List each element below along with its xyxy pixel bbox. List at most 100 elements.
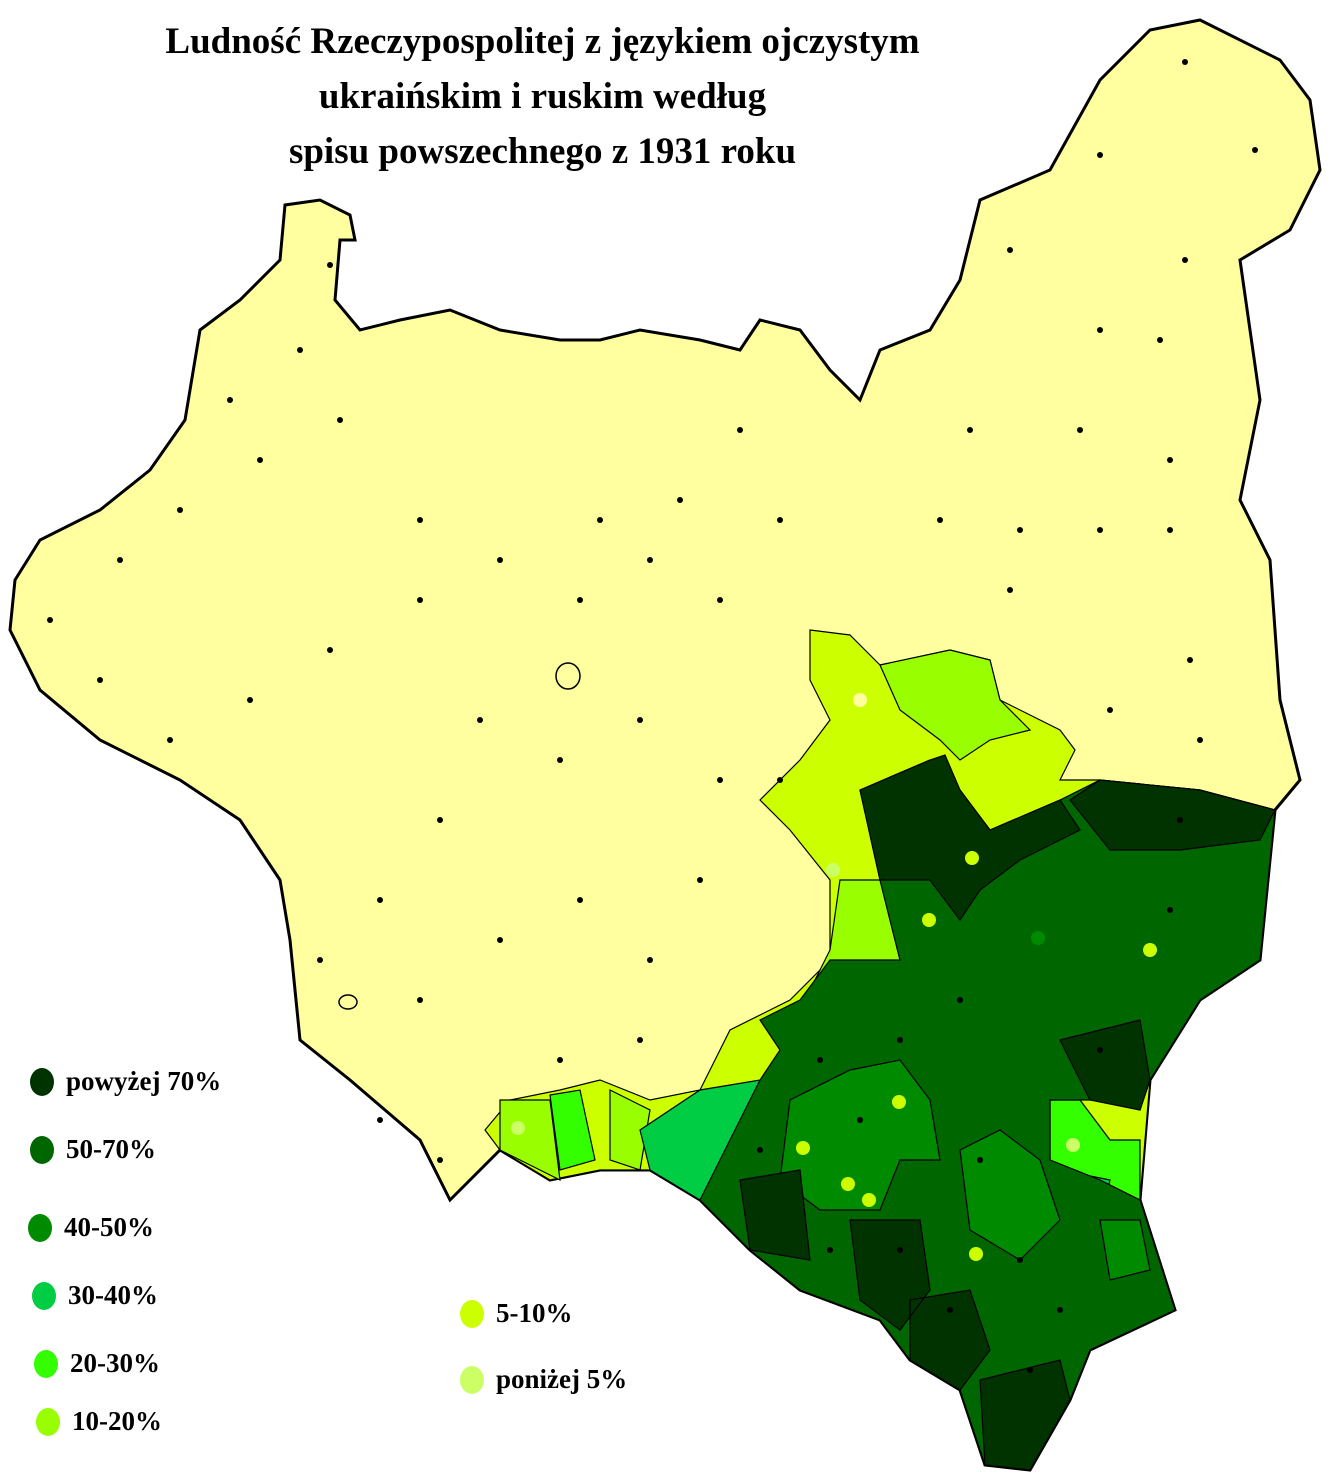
district-seat-dot	[717, 777, 723, 783]
district-seat-dot	[377, 897, 383, 903]
district-seat-dot	[717, 597, 723, 603]
legend-item: 5-10%	[460, 1298, 573, 1329]
legend-swatch	[32, 1281, 56, 1310]
district-seat-dot	[937, 517, 943, 523]
district-seat-dot	[1157, 337, 1163, 343]
legend-label: 30-40%	[68, 1280, 158, 1310]
legend-item: 50-70%	[30, 1134, 156, 1165]
title-line-2: ukraińskim i ruskim według	[318, 76, 767, 117]
district-seat-dot	[377, 1117, 383, 1123]
district-seat-marker	[853, 693, 867, 707]
silesia-city-outline	[338, 994, 358, 1010]
legend-label: 5-10%	[496, 1298, 573, 1328]
district-seat-dot	[1097, 1047, 1103, 1053]
district-seat-dot	[1007, 247, 1013, 253]
district-seat-dot	[1027, 1367, 1033, 1373]
district-seat-dot	[47, 617, 53, 623]
district-seat-dot	[777, 777, 783, 783]
legend-label: 20-30%	[70, 1348, 160, 1378]
district-seat-dot	[897, 1037, 903, 1043]
district-seat-dot	[297, 347, 303, 353]
district-seat-marker	[862, 1193, 876, 1207]
district-seat-dot	[1077, 427, 1083, 433]
district-seat-dot	[1177, 817, 1183, 823]
district-seat-dot	[857, 1117, 863, 1123]
district-seat-dot	[737, 427, 743, 433]
district-seat-dot	[1167, 457, 1173, 463]
district-seat-dot	[1167, 907, 1173, 913]
district-seat-dot	[957, 997, 963, 1003]
district-seat-dot	[1197, 737, 1203, 743]
district-seat-marker	[1031, 931, 1045, 945]
district-seat-dot	[497, 557, 503, 563]
district-seat-dot	[577, 897, 583, 903]
legend-item: 40-50%	[28, 1212, 154, 1243]
district-seat-dot	[777, 517, 783, 523]
district-seat-dot	[117, 557, 123, 563]
district-seat-dot	[227, 397, 233, 403]
district-seat-dot	[417, 997, 423, 1003]
district-seat-dot	[757, 1147, 763, 1153]
district-seat-dot	[1097, 327, 1103, 333]
district-seat-dot	[1252, 147, 1258, 153]
district-seat-marker	[922, 913, 936, 927]
district-seat-dot	[417, 597, 423, 603]
district-seat-dot	[247, 697, 253, 703]
district-seat-dot	[497, 937, 503, 943]
district-seat-dot	[1182, 257, 1188, 263]
district-seat-dot	[327, 647, 333, 653]
district-seat-dot	[577, 597, 583, 603]
district-seat-dot	[437, 817, 443, 823]
district-seat-marker	[965, 851, 979, 865]
district-seat-dot	[1167, 527, 1173, 533]
district-seat-dot	[827, 1247, 833, 1253]
district-seat-dot	[477, 717, 483, 723]
legend-label: 40-50%	[64, 1212, 154, 1242]
warsaw-outline	[555, 662, 581, 690]
district-seat-dot	[437, 1157, 443, 1163]
district-seats	[47, 59, 1258, 1373]
district-seat-dot	[947, 1307, 953, 1313]
district-seat-dot	[177, 507, 183, 513]
title-line-3: spisu powszechnego z 1931 roku	[288, 131, 797, 172]
district-seat-dot	[257, 457, 263, 463]
district-seat-dot	[337, 417, 343, 423]
district-seat-dot	[1187, 657, 1193, 663]
district-seat-marker	[969, 1247, 983, 1261]
district-seat-dot	[1107, 707, 1113, 713]
city-outlines	[338, 662, 581, 1010]
district-seat-dot	[1017, 1257, 1023, 1263]
legend-item: poniżej 5%	[460, 1364, 627, 1395]
district-seat-dot	[1057, 1307, 1063, 1313]
legend-swatch	[34, 1349, 58, 1378]
map-title: Ludność Rzeczypospolitej z językiem ojcz…	[0, 14, 1085, 179]
district-seat-dot	[1007, 587, 1013, 593]
district-seat-dot	[1017, 527, 1023, 533]
district-seat-dot	[647, 557, 653, 563]
legend-swatch	[460, 1299, 484, 1328]
district-seat-marker	[511, 1121, 525, 1135]
district-seat-dot	[1182, 59, 1188, 65]
district-seat-marker	[892, 1095, 906, 1109]
legend-label: powyżej 70%	[66, 1066, 222, 1096]
district-seat-dot	[697, 877, 703, 883]
legend-item: powyżej 70%	[30, 1066, 221, 1097]
district-seat-dot	[597, 517, 603, 523]
district-seat-dot	[677, 497, 683, 503]
legend-swatch	[30, 1135, 54, 1164]
legend-label: poniżej 5%	[496, 1364, 628, 1394]
district-seat-dot	[817, 1057, 823, 1063]
district-seat-marker	[1066, 1138, 1080, 1152]
district-seat-dot	[417, 517, 423, 523]
legend-swatch	[30, 1067, 54, 1096]
legend-item: 30-40%	[32, 1280, 158, 1311]
district-seat-dot	[97, 677, 103, 683]
district-seat-marker	[796, 1141, 810, 1155]
district-seat-dot	[557, 1057, 563, 1063]
district-seat-dot	[967, 427, 973, 433]
district-seat-dot	[327, 262, 333, 268]
district-seat-dot	[637, 1037, 643, 1043]
legend-swatch	[460, 1365, 484, 1394]
district-seat-marker	[841, 1177, 855, 1191]
